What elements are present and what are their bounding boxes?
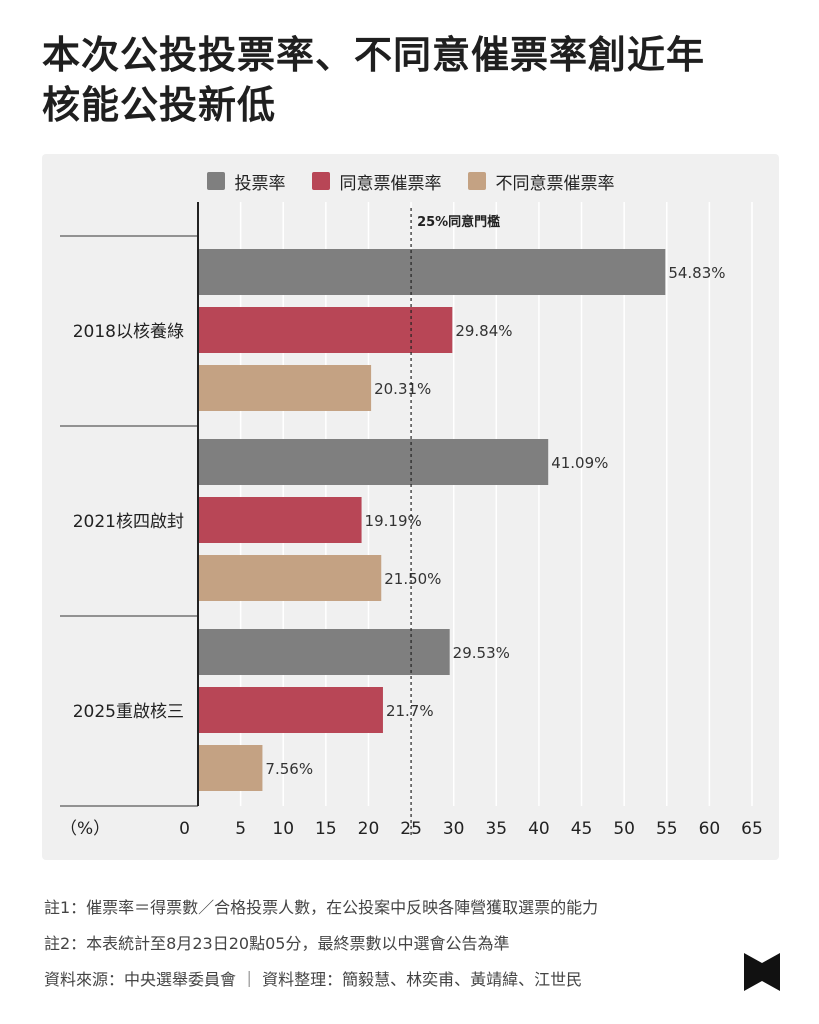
x-tick-label-0: 0 [179, 819, 190, 839]
legend-swatch-agree [311, 172, 330, 190]
legend-item-disagree: 不同意票催票率 [467, 169, 615, 194]
bar-s1-c0 [198, 307, 453, 353]
category-label-2: 2025重啟核三 [73, 702, 184, 722]
source-note: 資料來源：中央選舉委員會 ｜ 資料整理：簡毅慧、林奕甫、黃靖緯、江世民 [44, 970, 583, 989]
data-label-s1-c1: 19.19% [365, 512, 422, 530]
bar-s1-c1 [198, 497, 362, 543]
legend-swatch-turnout [206, 172, 225, 190]
x-tick-label-55: 55 [656, 819, 678, 839]
data-label-s1-c0: 29.84% [455, 322, 512, 340]
chart-panel: 投票率 同意票催票率 不同意票催票率 54.83% 41.09% 29.53% 29.… [42, 154, 779, 860]
bar-s2-c1 [198, 555, 382, 601]
legend-swatch-disagree [467, 172, 486, 190]
legend-item-turnout: 投票率 [206, 169, 286, 194]
category-label-1: 2021核四啟封 [73, 512, 184, 532]
x-tick-label-60: 60 [699, 819, 721, 839]
x-tick-label-45: 45 [571, 819, 593, 839]
data-label-s0-c0: 54.83% [668, 264, 725, 282]
bar-chart: 54.83% 41.09% 29.53% 29.84% 19.19% 21.7% 20.31… [60, 202, 763, 839]
chart-title: 本次公投投票率、不同意催票率創近年 核能公投新低 [42, 30, 792, 130]
note-2: 註2：本表統計至8月23日20點05分，最終票數以中選會公告為準 [44, 934, 510, 953]
data-label-s2-c1: 21.50% [384, 570, 441, 588]
legend-label-agree: 同意票催票率 [339, 173, 442, 194]
legend-item-agree: 同意票催票率 [311, 169, 442, 194]
x-tick-label-10: 10 [272, 819, 294, 839]
bar-s0-c0 [198, 249, 666, 295]
data-label-s2-c0: 20.31% [374, 380, 431, 398]
x-unit-label: （%） [60, 819, 110, 839]
bar-s0-c2 [198, 629, 450, 675]
bar-s2-c2 [198, 745, 263, 791]
note-1: 註1：催票率＝得票數／合格投票人數，在公投案中反映各陣營獲取選票的能力 [44, 898, 599, 917]
x-tick-label-50: 50 [613, 819, 635, 839]
x-tick-label-5: 5 [235, 819, 246, 839]
legend-label-turnout: 投票率 [234, 173, 286, 194]
data-label-s1-c2: 21.7% [386, 702, 434, 720]
footnotes: 註1：催票率＝得票數／合格投票人數，在公投案中反映各陣營獲取選票的能力 註2：本… [44, 890, 744, 998]
x-tick-label-15: 15 [315, 819, 337, 839]
x-tick-label-25: 25 [400, 819, 422, 839]
x-tick-label-20: 20 [358, 819, 380, 839]
legend: 投票率 同意票催票率 不同意票催票率 [42, 168, 779, 194]
x-tick-label-65: 65 [741, 819, 763, 839]
bar-s2-c0 [198, 365, 372, 411]
bar-s0-c1 [198, 439, 549, 485]
x-tick-label-40: 40 [528, 819, 550, 839]
threshold-label: 25%同意門檻 [417, 214, 500, 230]
data-label-s0-c1: 41.09% [551, 454, 608, 472]
title-line-2: 核能公投新低 [42, 83, 277, 127]
legend-label-disagree: 不同意票催票率 [495, 173, 615, 194]
x-tick-label-35: 35 [485, 819, 507, 839]
bar-s1-c2 [198, 687, 383, 733]
x-tick-label-30: 30 [443, 819, 465, 839]
data-label-s2-c2: 7.56% [265, 760, 313, 778]
category-label-0: 2018以核養綠 [73, 322, 184, 342]
data-label-s0-c2: 29.53% [453, 644, 510, 662]
publisher-logo-icon [744, 953, 780, 991]
title-line-1: 本次公投投票率、不同意催票率創近年 [42, 33, 706, 77]
